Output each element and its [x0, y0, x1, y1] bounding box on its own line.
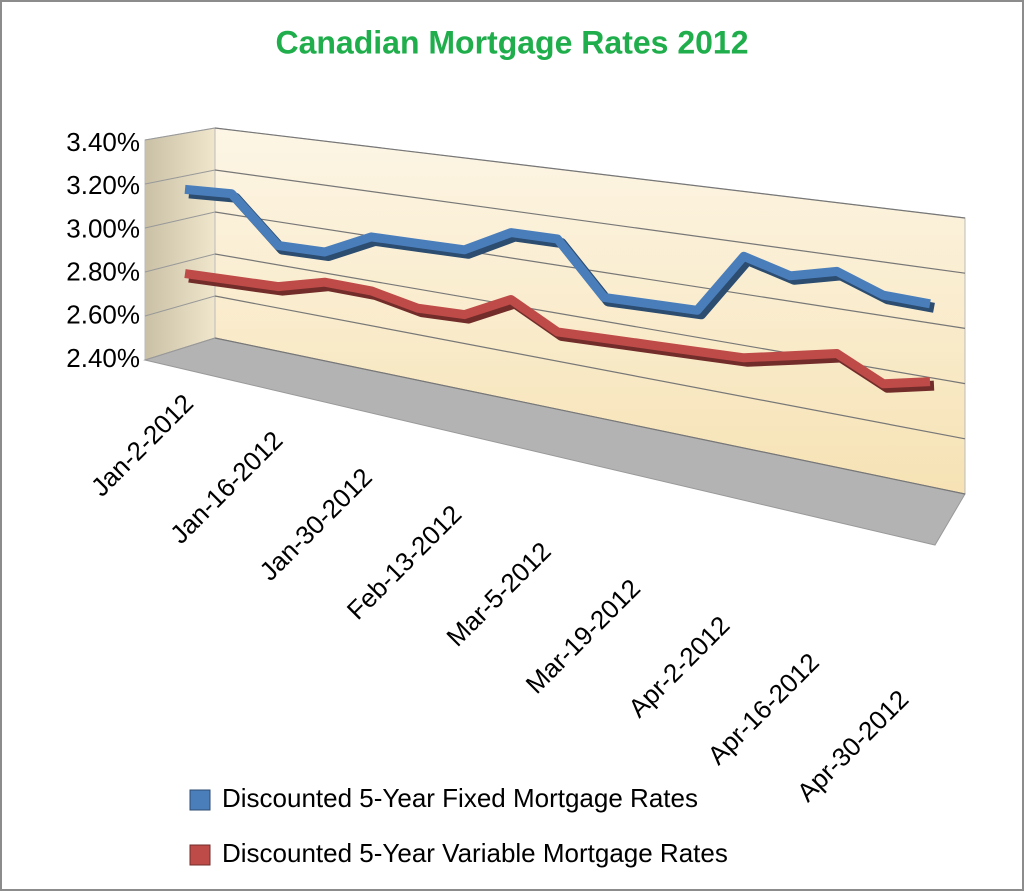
side-grid-line [144, 211, 216, 229]
y-tick-label: 3.40% [66, 127, 140, 157]
grid-line [214, 211, 966, 329]
y-tick-label: 3.20% [66, 170, 140, 200]
grid-line [214, 169, 966, 274]
side-grid-line [144, 127, 216, 141]
legend-label: Discounted 5-Year Fixed Mortgage Rates [222, 783, 698, 813]
y-tick-label: 2.40% [66, 343, 140, 373]
y-tick-label: 2.60% [66, 300, 140, 330]
legend-swatch [189, 844, 211, 866]
y-tick-label: 3.00% [66, 213, 140, 243]
side-grid-line [144, 337, 216, 361]
grid-line [214, 337, 966, 495]
grid-line [214, 295, 966, 440]
series-line [184, 269, 931, 389]
side-wall [144, 127, 216, 361]
chart-title: Canadian Mortgage Rates 2012 [275, 24, 748, 60]
side-grid-line [144, 169, 216, 185]
side-grid-line [144, 295, 216, 317]
legend-label: Discounted 5-Year Variable Mortgage Rate… [222, 838, 728, 868]
series-line [184, 184, 931, 315]
y-tick-label: 2.80% [66, 256, 140, 286]
legend-swatch [189, 789, 211, 811]
grid-line [214, 127, 966, 219]
side-grid-line [144, 253, 216, 273]
